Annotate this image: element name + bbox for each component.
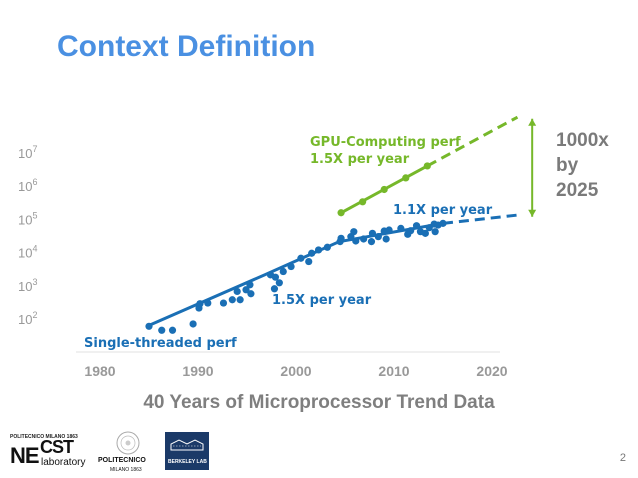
data-point <box>228 296 236 304</box>
callout-line-3: 2025 <box>556 180 599 201</box>
y-tick-label: 104 <box>18 244 37 261</box>
data-point <box>431 228 439 236</box>
data-point <box>242 286 250 294</box>
necst-top-text: POLITECNICO MILANO 1863 <box>10 434 78 440</box>
data-point <box>374 233 382 241</box>
page-number: 2 <box>619 452 626 464</box>
data-points <box>145 162 447 334</box>
polimi-seal-icon <box>116 431 140 455</box>
x-tick-label: 2000 <box>280 363 311 379</box>
data-point <box>297 254 305 262</box>
data-point <box>219 299 228 307</box>
data-point <box>275 279 283 287</box>
x-tick-label: 1990 <box>182 363 213 379</box>
data-point <box>204 299 212 307</box>
data-point <box>189 320 197 328</box>
chart-annotation: Single-threaded perf <box>84 336 237 351</box>
data-point <box>323 243 331 251</box>
data-point <box>367 238 376 246</box>
data-point <box>158 326 166 334</box>
data-point <box>402 174 410 182</box>
data-point <box>287 262 295 271</box>
data-point <box>305 257 313 266</box>
bracket-arrow-down-icon <box>528 209 537 217</box>
x-tick-label: 2010 <box>378 363 409 379</box>
data-point <box>145 322 153 330</box>
chart-annotations: GPU-Computing perf 1.5X per year 1.1X per … <box>84 135 493 351</box>
polimi-name-text: POLITECNICO <box>98 457 146 464</box>
chart-annotation: 1.1X per year <box>393 203 493 218</box>
data-point <box>168 326 177 334</box>
data-point <box>350 228 358 236</box>
data-point <box>247 290 255 298</box>
necst-lab-text: laboratory <box>41 457 86 468</box>
data-point <box>368 229 377 237</box>
data-point <box>382 235 390 243</box>
data-point <box>314 246 323 254</box>
necst-ne-text: NE <box>10 443 40 468</box>
projection-line <box>426 115 519 168</box>
berkeley-lab-logo: BERKELEY LAB <box>165 432 209 470</box>
data-point <box>380 185 388 194</box>
callout-line-2: by <box>556 155 579 176</box>
projection-line <box>442 213 518 225</box>
x-tick-label: 1980 <box>84 363 115 379</box>
data-point <box>439 219 447 227</box>
data-point <box>236 296 244 304</box>
data-point <box>196 300 204 308</box>
data-point <box>425 224 433 232</box>
necst-logo: POLITECNICO MILANO 1863 NE CST laborator… <box>10 434 90 474</box>
callout-line-1: 1000x <box>556 130 609 151</box>
polimi-logo: POLITECNICO MILANO 1863 <box>96 430 166 476</box>
y-tick-label: 103 <box>18 277 37 294</box>
chart-annotation: GPU-Computing perf <box>310 135 461 150</box>
bracket-arrow-up-icon <box>528 118 537 126</box>
data-point <box>359 198 367 206</box>
gap-callout: 1000x by 2025 <box>556 128 609 203</box>
y-tick-label: 102 <box>18 310 37 327</box>
data-point <box>270 285 279 293</box>
berkeley-lab-text: BERKELEY LAB <box>168 459 207 465</box>
data-point <box>337 209 345 217</box>
chart-annotation: 1.5X per year <box>272 293 372 308</box>
x-axis-ticks: 1980 1990 2000 2010 2020 <box>84 363 507 379</box>
necst-cst-text: CST <box>40 437 74 457</box>
data-point <box>397 224 405 232</box>
y-tick-label: 107 <box>18 144 37 161</box>
chart-annotation: 1.5X per year <box>310 152 410 167</box>
data-point <box>407 227 415 235</box>
y-tick-label: 106 <box>18 177 37 194</box>
data-point <box>337 234 345 242</box>
polimi-sub-text: MILANO 1863 <box>110 467 142 473</box>
data-point <box>271 273 280 281</box>
data-point <box>233 287 241 296</box>
data-point <box>308 249 316 257</box>
data-point <box>412 222 421 230</box>
data-point <box>360 235 368 243</box>
data-point <box>423 162 431 170</box>
plot-area <box>76 140 502 350</box>
data-point <box>421 229 429 237</box>
data-point <box>246 281 254 289</box>
data-point <box>279 267 287 276</box>
gap-bracket <box>528 118 537 217</box>
data-point <box>352 237 360 245</box>
y-axis-ticks: 102 103 104 105 106 107 <box>18 144 37 327</box>
chart-subtitle: 40 Years of Microprocessor Trend Data <box>143 392 495 413</box>
x-tick-label: 2020 <box>476 363 507 379</box>
slide-title: Context Definition <box>57 30 316 63</box>
data-point <box>385 226 393 234</box>
berkeley-building-icon <box>170 439 204 451</box>
y-tick-label: 105 <box>18 210 37 227</box>
